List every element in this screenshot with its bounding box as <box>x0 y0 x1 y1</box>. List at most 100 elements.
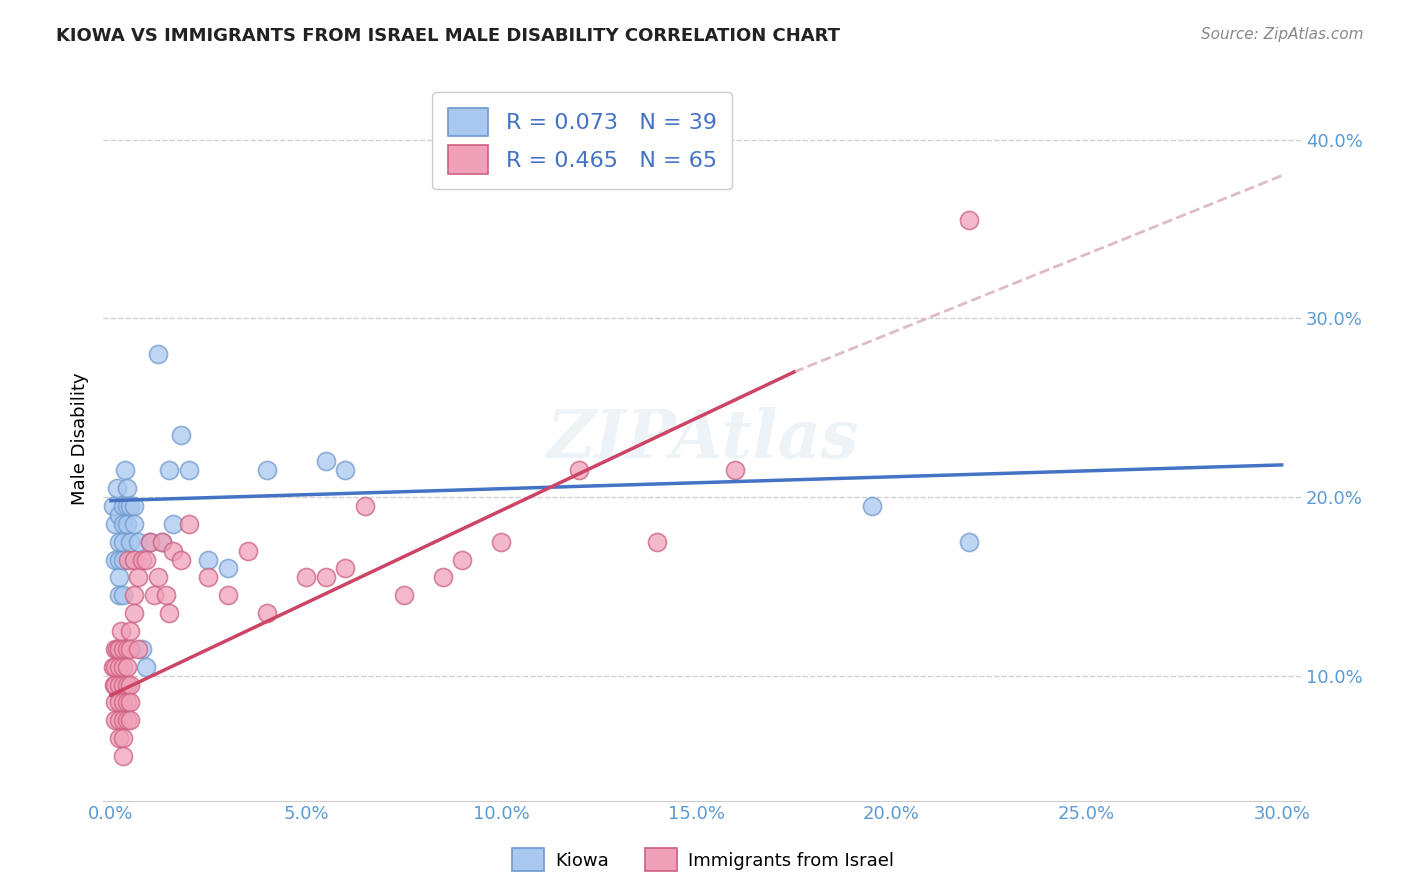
Point <box>107 552 129 566</box>
Point <box>101 659 124 673</box>
Point <box>162 516 184 531</box>
Point <box>315 454 337 468</box>
Point <box>127 570 149 584</box>
Point <box>177 463 200 477</box>
Point <box>155 588 177 602</box>
Point <box>131 552 153 566</box>
Point <box>127 534 149 549</box>
Point <box>197 552 219 566</box>
Point <box>107 641 129 656</box>
Point <box>217 561 239 575</box>
Point <box>295 570 318 584</box>
Point <box>117 552 139 566</box>
Point <box>115 695 138 709</box>
Point <box>139 534 162 549</box>
Point <box>333 561 356 575</box>
Point <box>142 588 165 602</box>
Point <box>107 534 129 549</box>
Point <box>568 463 591 477</box>
Point <box>124 588 146 602</box>
Point <box>131 641 153 656</box>
Point <box>115 481 138 495</box>
Point <box>104 695 127 709</box>
Point <box>111 552 134 566</box>
Point <box>105 481 128 495</box>
Point <box>120 641 142 656</box>
Point <box>645 534 668 549</box>
Point <box>107 570 129 584</box>
Point <box>107 677 129 691</box>
Point <box>159 463 181 477</box>
Point <box>111 659 134 673</box>
Legend: Kiowa, Immigrants from Israel: Kiowa, Immigrants from Israel <box>505 841 901 879</box>
Point <box>315 570 337 584</box>
Point <box>150 534 173 549</box>
Text: KIOWA VS IMMIGRANTS FROM ISRAEL MALE DISABILITY CORRELATION CHART: KIOWA VS IMMIGRANTS FROM ISRAEL MALE DIS… <box>56 27 841 45</box>
Point <box>111 588 134 602</box>
Point <box>104 516 127 531</box>
Point <box>107 731 129 745</box>
Point <box>724 463 747 477</box>
Point <box>104 659 127 673</box>
Point <box>115 713 138 727</box>
Point <box>111 534 134 549</box>
Point <box>162 543 184 558</box>
Point <box>177 516 200 531</box>
Point <box>236 543 259 558</box>
Point <box>104 641 127 656</box>
Point <box>150 534 173 549</box>
Point <box>124 606 146 620</box>
Point <box>107 659 129 673</box>
Point <box>135 552 157 566</box>
Point <box>860 499 883 513</box>
Point <box>111 516 134 531</box>
Point <box>197 570 219 584</box>
Point <box>256 606 278 620</box>
Legend: R = 0.073   N = 39, R = 0.465   N = 65: R = 0.073 N = 39, R = 0.465 N = 65 <box>432 92 733 189</box>
Point <box>959 213 981 227</box>
Point <box>159 606 181 620</box>
Point <box>127 641 149 656</box>
Point <box>120 499 142 513</box>
Point <box>120 624 142 638</box>
Point <box>104 713 127 727</box>
Point <box>111 731 134 745</box>
Point <box>101 499 124 513</box>
Text: ZIPAtlas: ZIPAtlas <box>546 407 858 472</box>
Point <box>217 588 239 602</box>
Point <box>120 695 142 709</box>
Point <box>124 499 146 513</box>
Point <box>115 677 138 691</box>
Point <box>146 570 169 584</box>
Point <box>111 713 134 727</box>
Point <box>115 499 138 513</box>
Point <box>392 588 415 602</box>
Point <box>111 641 134 656</box>
Y-axis label: Male Disability: Male Disability <box>72 373 89 506</box>
Point <box>103 677 125 691</box>
Point <box>170 552 193 566</box>
Point <box>124 516 146 531</box>
Point <box>333 463 356 477</box>
Point <box>111 749 134 764</box>
Point <box>139 534 162 549</box>
Point <box>115 641 138 656</box>
Point <box>104 552 127 566</box>
Point <box>115 516 138 531</box>
Point <box>115 659 138 673</box>
Point <box>107 695 129 709</box>
Point <box>111 499 134 513</box>
Point <box>124 552 146 566</box>
Point <box>120 713 142 727</box>
Point <box>146 347 169 361</box>
Text: Source: ZipAtlas.com: Source: ZipAtlas.com <box>1201 27 1364 42</box>
Point <box>120 534 142 549</box>
Point <box>451 552 474 566</box>
Point <box>110 624 132 638</box>
Point <box>432 570 454 584</box>
Point <box>256 463 278 477</box>
Point <box>107 508 129 522</box>
Point <box>107 588 129 602</box>
Point <box>120 677 142 691</box>
Point <box>104 677 127 691</box>
